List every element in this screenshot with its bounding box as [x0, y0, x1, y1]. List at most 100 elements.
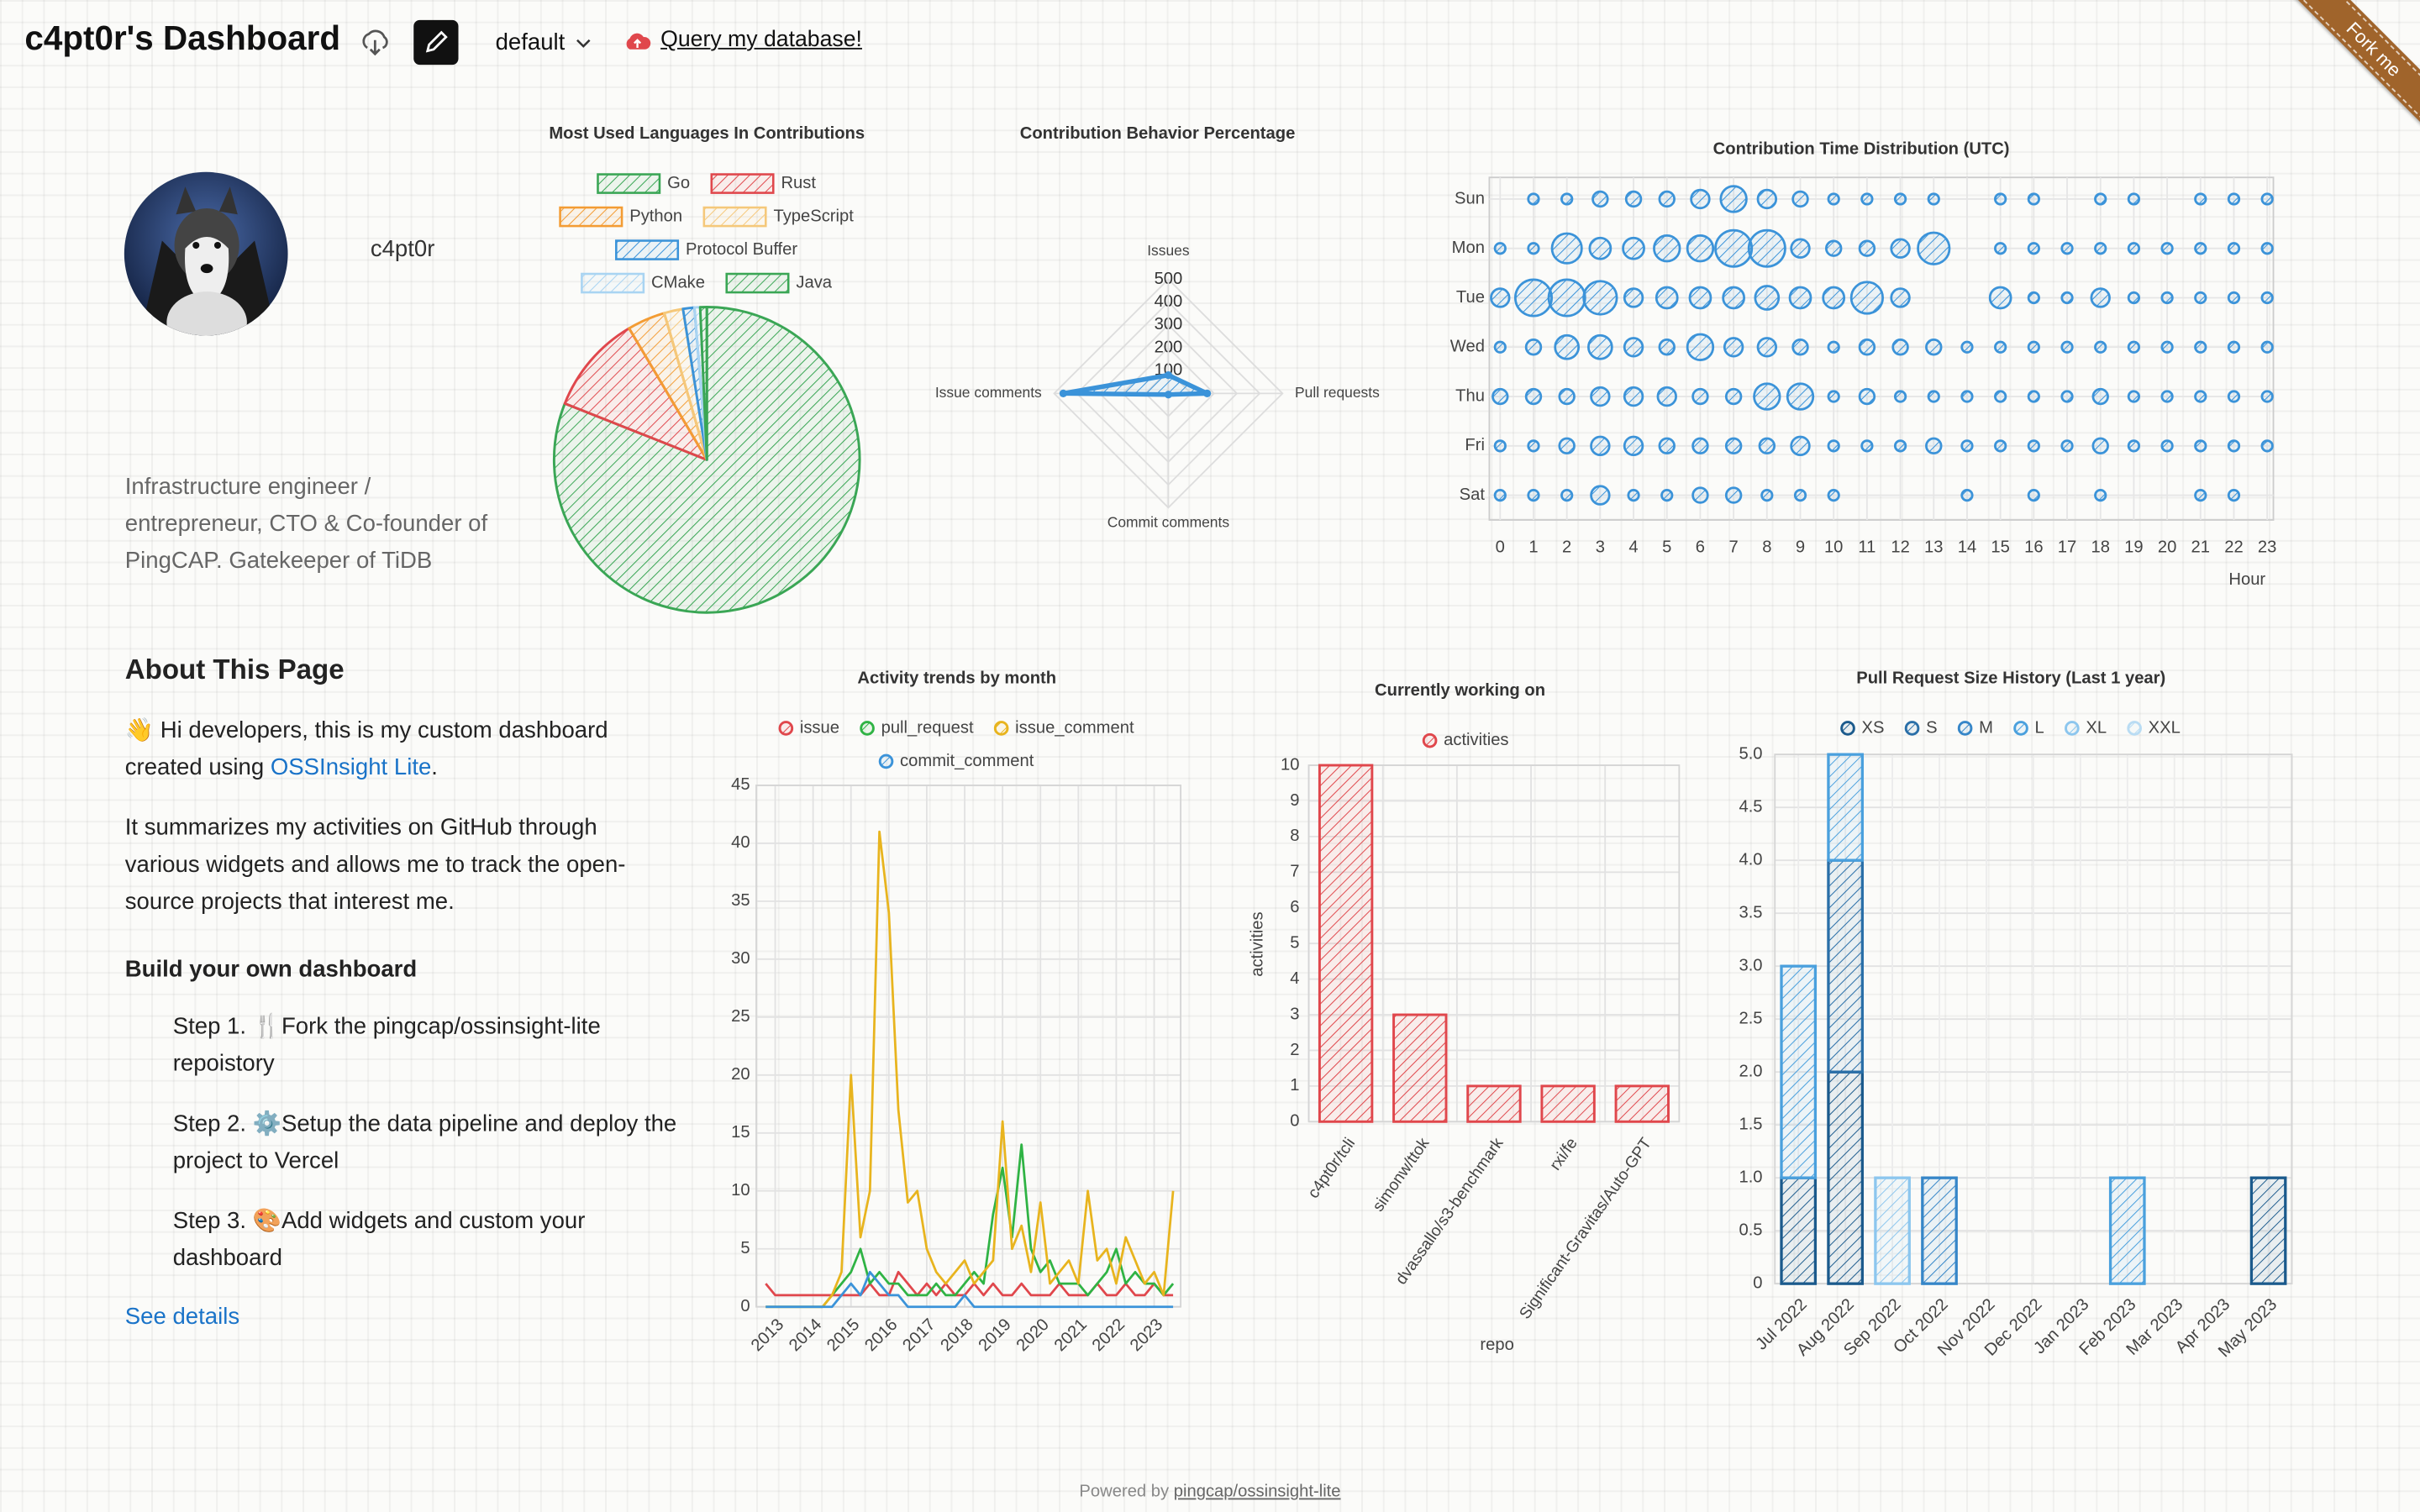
bubble: [1790, 238, 1811, 259]
bubble: [1724, 486, 1743, 504]
x-tick-label: 2: [1562, 538, 1571, 556]
bar: [1614, 1084, 1670, 1123]
legend-swatch: [581, 272, 645, 294]
bubble: [1827, 390, 1840, 403]
legend-swatch: [597, 173, 661, 194]
legend-swatch: [1904, 721, 1920, 736]
footer-link[interactable]: pingcap/ossinsight-lite: [1173, 1483, 1341, 1502]
bubble: [1994, 192, 2007, 206]
x-tick-label: 8: [1762, 538, 1771, 556]
bubble: [1754, 285, 1781, 311]
bubble: [1891, 339, 1909, 356]
download-icon[interactable]: [358, 26, 392, 60]
bubble: [1791, 190, 1809, 208]
x-tick-label: 23: [2258, 538, 2276, 556]
y-tick-label: 4.0: [1739, 851, 1762, 869]
bubble: [1849, 281, 1885, 315]
radar-axis-label: Pull requests: [1295, 384, 1380, 401]
x-tick-label: 20: [2158, 538, 2176, 556]
bubble: [1747, 228, 1786, 268]
y-tick-label: 35: [731, 891, 750, 910]
x-tick-label: 12: [1891, 538, 1909, 556]
bubble: [2194, 192, 2207, 206]
bubble: [2160, 340, 2174, 354]
y-tick-label: 15: [731, 1123, 750, 1142]
bubble: [1691, 486, 1709, 504]
bubble: [2127, 192, 2141, 206]
bubble: [2260, 242, 2274, 255]
bubble: [2260, 439, 2274, 453]
bubble: [2060, 340, 2074, 354]
ribbon-text: Fork me: [2265, 0, 2420, 159]
y-tick-label: 5: [1290, 934, 1299, 953]
legend-label: Python: [629, 207, 682, 225]
edit-button[interactable]: [413, 19, 459, 66]
bubble: [2260, 340, 2274, 354]
bubble: [1524, 387, 1543, 406]
bio: Infrastructure engineer / entrepreneur, …: [124, 473, 488, 575]
bubble: [1822, 286, 1846, 310]
fork-ribbon[interactable]: Fork me: [2262, 0, 2420, 161]
theme-value: default: [495, 29, 566, 56]
chevron: [576, 39, 591, 48]
query-link[interactable]: Query my database!: [660, 28, 862, 53]
see-details-link[interactable]: See details: [124, 1304, 240, 1331]
bubble: [2260, 390, 2274, 403]
bubble: [1493, 242, 1507, 255]
y-tick-label: 1: [1290, 1076, 1299, 1095]
bubble: [1624, 190, 1643, 208]
bubble: [1758, 437, 1776, 455]
chart-bubble: Contribution Time Distribution (UTC)0 1 2 3…: [1450, 140, 2277, 589]
x-tick-label: c4pt0r/tcli: [1305, 1135, 1359, 1202]
x-tick-label: Significant-Gravitas/Auto-GPT: [1517, 1135, 1655, 1323]
bubble: [1753, 382, 1781, 411]
bubble: [2127, 439, 2141, 453]
bar-segment: [1827, 1070, 1865, 1285]
bubble: [2260, 291, 2274, 305]
legend-swatch: [615, 239, 680, 260]
legend-label: XS: [1862, 718, 1885, 737]
bubble: [1691, 387, 1709, 406]
bubble: [1656, 386, 1677, 407]
bar-segment: [2108, 1176, 2146, 1285]
y-tick-label: Mon: [1452, 239, 1485, 257]
y-tick-label: 3: [1290, 1005, 1299, 1023]
bubble: [1925, 339, 1943, 356]
bubble: [1827, 340, 1840, 354]
line-series: [765, 830, 1175, 1309]
x-tick-label: 11: [1858, 538, 1876, 556]
y-tick-label: 20: [731, 1065, 750, 1084]
x-tick-label: 2013: [748, 1315, 787, 1355]
plot-frame: [755, 784, 1182, 1308]
bubble: [2127, 340, 2141, 354]
bubble: [1994, 439, 2007, 453]
y-tick-label: 8: [1290, 827, 1299, 845]
legend-label: CMake: [651, 273, 705, 291]
x-tick-label: 2020: [1013, 1315, 1053, 1355]
legend-swatch: [2127, 721, 2142, 736]
bubble: [1960, 488, 1974, 502]
bubble: [1490, 287, 1511, 308]
bubble: [1653, 234, 1681, 263]
theme-dropdown[interactable]: default: [478, 20, 602, 65]
bubble: [1719, 185, 1748, 213]
bubble: [1724, 437, 1743, 455]
bubble: [1893, 192, 1907, 206]
bubble: [1860, 192, 1874, 206]
bubble: [1527, 192, 1540, 206]
x-tick-label: rxi/fe: [1547, 1135, 1581, 1173]
bubble: [1824, 239, 1843, 257]
pie-slice: [698, 306, 708, 461]
y-tick-label: 9: [1290, 791, 1299, 810]
x-tick-label: 2019: [975, 1315, 1014, 1355]
bubble: [1658, 339, 1676, 356]
x-tick-label: 10: [1824, 538, 1843, 556]
bubble: [1491, 387, 1509, 406]
bubble: [1558, 387, 1576, 406]
about-paragraph: It summarizes my activities on GitHub th…: [124, 814, 626, 916]
bubble: [2160, 390, 2174, 403]
intro-link[interactable]: OSSInsight Lite: [270, 754, 432, 781]
pie-slice: [563, 327, 708, 461]
bar: [1540, 1084, 1596, 1123]
bubble: [1587, 333, 1613, 360]
